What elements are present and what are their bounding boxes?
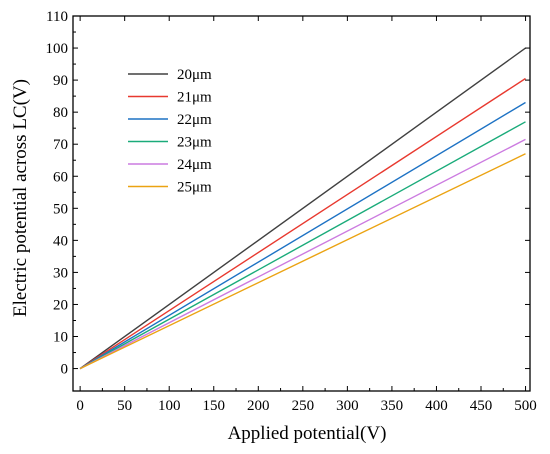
plot-frame [72, 15, 531, 392]
legend-label-4: 23μm [177, 135, 212, 151]
legend-label-6: 25μm [177, 180, 212, 196]
y-tick-label-90: 90 [53, 73, 68, 89]
y-tick-label-0: 0 [61, 362, 69, 378]
legend-label-3: 22μm [177, 112, 212, 128]
series-line-6 [79, 153, 526, 370]
y-tick-label-40: 40 [53, 233, 68, 249]
legend-label-1: 20μm [177, 67, 212, 83]
x-tick-label-500: 500 [514, 398, 537, 414]
x-tick-label-300: 300 [336, 398, 359, 414]
y-tick-label-100: 100 [46, 41, 69, 57]
series-line-2 [79, 77, 526, 370]
y-axis-title: Electric potential across LC(V) [10, 79, 31, 317]
legend: 20μm 21μm 22μm 23μm 24μm 25μm [128, 67, 212, 196]
x-tick-label-200: 200 [247, 398, 270, 414]
x-tick-label-0: 0 [76, 398, 84, 414]
legend-label-5: 24μm [177, 157, 212, 173]
y-tick-label-70: 70 [53, 137, 68, 153]
x-tick-label-50: 50 [117, 398, 132, 414]
x-tick-label-450: 450 [470, 398, 493, 414]
series-line-5 [79, 138, 526, 370]
y-tick-label-10: 10 [53, 330, 68, 346]
series-line-1 [79, 47, 526, 370]
x-axis-title: Applied potential(V) [228, 423, 387, 444]
x-tick-label-250: 250 [292, 398, 315, 414]
y-tick-label-30: 30 [53, 265, 68, 281]
x-tick-label-100: 100 [158, 398, 181, 414]
y-tick-label-110: 110 [46, 9, 68, 25]
series-line-4 [79, 121, 526, 370]
y-tick-label-80: 80 [53, 105, 68, 121]
y-tick-label-50: 50 [53, 201, 68, 217]
x-tick-label-400: 400 [425, 398, 448, 414]
x-tick-label-150: 150 [203, 398, 226, 414]
y-tick-label-20: 20 [53, 297, 68, 313]
axis-ticks-group: 0 50 100 150 200 250 300 350 400 450 500 0 10 20 30 40 5… [46, 9, 537, 414]
x-tick-label-350: 350 [381, 398, 404, 414]
plot-frame-group [72, 15, 531, 392]
legend-label-2: 21μm [177, 90, 212, 106]
y-tick-label-60: 60 [53, 169, 68, 185]
series-line-3 [79, 101, 526, 370]
series-lines-group [79, 47, 526, 370]
